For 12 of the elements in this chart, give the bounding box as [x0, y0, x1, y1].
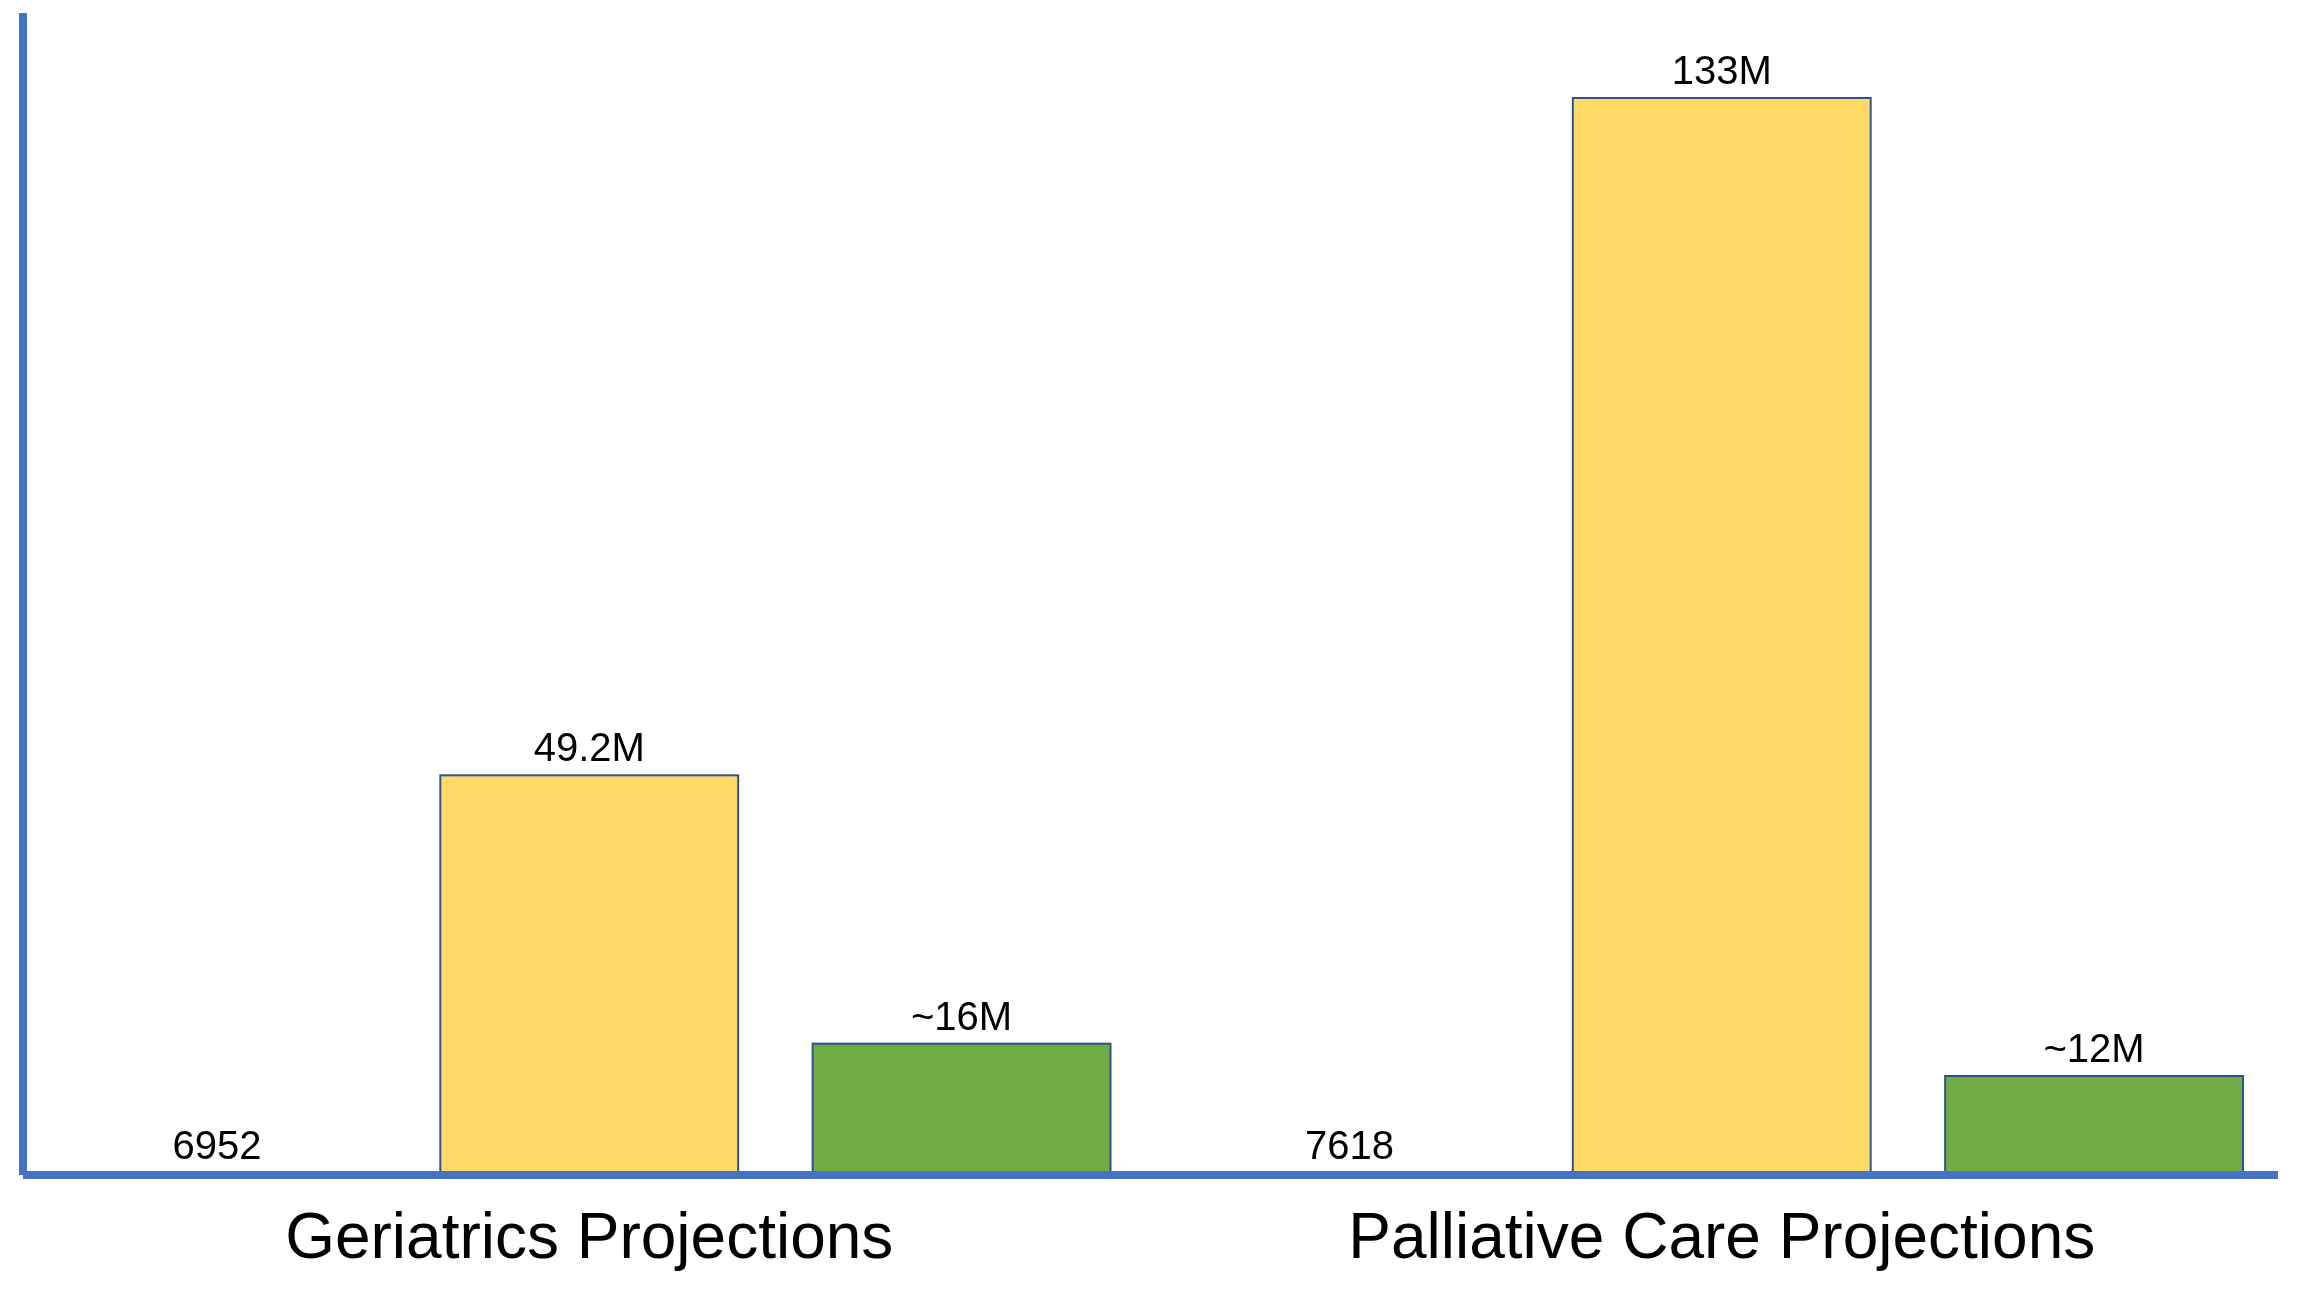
x-tick-label: Geriatrics Projections — [285, 1200, 894, 1272]
data-label: ~16M — [910, 993, 1013, 1038]
data-label: 6952 — [172, 1122, 262, 1167]
bar — [439, 774, 740, 1174]
x-tick-label: Palliative Care Projections — [1348, 1200, 2096, 1272]
bar — [1571, 97, 1872, 1174]
data-label: 133M — [1671, 48, 1772, 92]
data-label: ~12M — [2043, 1026, 2145, 1071]
data-label: 7618 — [1304, 1122, 1394, 1167]
bar — [1944, 1075, 2245, 1174]
bar — [811, 1042, 1112, 1174]
data-label: 49.2M — [533, 725, 645, 770]
